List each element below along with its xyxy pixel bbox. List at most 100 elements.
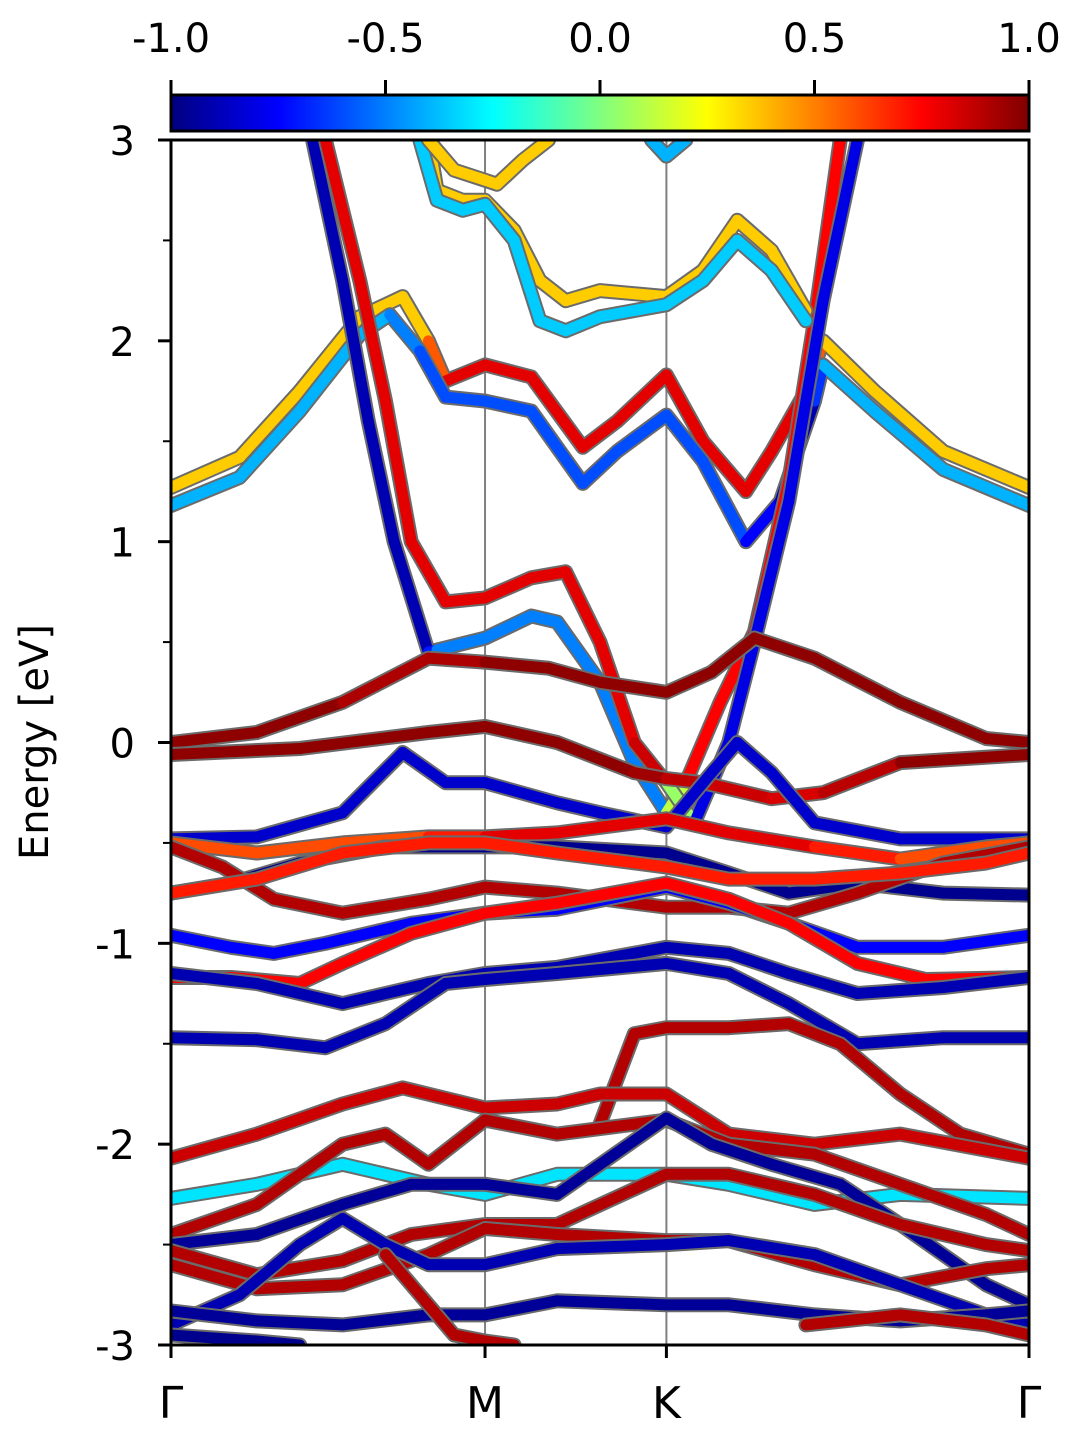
band-segment	[479, 881, 563, 899]
band-segment	[594, 1028, 640, 1130]
band-segment	[551, 847, 672, 873]
band-segment	[517, 140, 555, 166]
band-segment	[937, 445, 1029, 493]
band-segment	[551, 877, 672, 909]
band-segment	[479, 1223, 563, 1241]
band-segment	[980, 1208, 1029, 1241]
band-segment	[380, 1249, 434, 1311]
band-segment	[294, 1212, 349, 1251]
band-segment	[723, 947, 795, 979]
band-segment	[660, 1235, 735, 1251]
band-segment	[723, 893, 795, 929]
band-segment	[551, 737, 640, 779]
band-segment	[380, 1128, 434, 1170]
bands	[171, 140, 1029, 1345]
band-segment	[380, 1239, 434, 1271]
band-segment	[337, 747, 409, 819]
band-segment	[414, 140, 443, 206]
band-segment	[817, 757, 906, 799]
band-segment	[680, 696, 726, 789]
band-segment	[234, 405, 306, 483]
band-segment	[937, 887, 1029, 901]
band-segment	[697, 234, 743, 287]
band-segment	[294, 957, 349, 989]
band-segment	[479, 610, 537, 644]
band-segment	[251, 1198, 349, 1241]
band-segment	[319, 917, 417, 949]
band-segment	[307, 140, 349, 287]
band-segment	[560, 285, 606, 307]
band-segment	[706, 1138, 778, 1170]
band-segment	[422, 140, 460, 176]
band-segment	[479, 720, 563, 748]
band-segment	[525, 405, 589, 489]
band-segment	[783, 967, 863, 1000]
band-segment	[809, 1128, 906, 1150]
band-segment	[894, 696, 992, 744]
band-segment	[723, 1128, 820, 1150]
band-segment	[937, 463, 1029, 512]
colorbar: -1.0 -0.5 0.0 0.5 1.0	[132, 16, 1061, 133]
band-segment	[414, 345, 452, 403]
band-segment	[894, 1178, 992, 1220]
band-segment	[560, 311, 606, 337]
band	[171, 630, 1029, 750]
band-segment	[171, 1032, 263, 1046]
band-segment	[234, 1239, 306, 1301]
band-segment	[660, 957, 735, 979]
y-tick-label: -3	[95, 1324, 135, 1370]
band-segment	[251, 847, 349, 885]
band-segment	[551, 1112, 672, 1200]
band-segment	[551, 1088, 606, 1110]
band-segment	[731, 214, 778, 256]
band-segment	[171, 929, 237, 953]
colorbar-tick-label: -0.5	[346, 16, 424, 62]
band-segment	[479, 777, 563, 809]
band-segment	[980, 1239, 1029, 1257]
band-segment	[660, 941, 735, 959]
band-segment	[422, 335, 452, 387]
band-segment	[697, 435, 752, 497]
band-segment	[660, 140, 692, 162]
y-tick-label: 2	[110, 320, 135, 366]
band-segment	[551, 941, 672, 973]
band-segment	[337, 1128, 391, 1150]
band-segment	[731, 737, 778, 779]
band-segment	[817, 359, 881, 417]
band-segment	[723, 827, 820, 853]
band-segment	[809, 1249, 906, 1291]
band-segment	[479, 1295, 563, 1321]
band	[171, 1327, 308, 1345]
band-segment	[577, 445, 623, 489]
band-segment	[817, 140, 863, 307]
band-segment	[851, 957, 932, 985]
band-segment	[937, 971, 1029, 994]
band-segment	[479, 827, 563, 843]
x-tick-label: Γ	[159, 1378, 184, 1429]
band-segment	[660, 877, 735, 905]
colorbar-tick-label: 0.0	[568, 16, 632, 62]
band-segment	[851, 982, 949, 1000]
band-segment	[397, 1082, 491, 1114]
x-tick-label: K	[652, 1378, 682, 1429]
band-segment	[171, 1198, 263, 1241]
band-segment	[980, 1319, 1029, 1341]
band-segment	[440, 391, 491, 407]
band-segment	[171, 1128, 263, 1164]
band-segment	[479, 897, 563, 919]
band-segment	[660, 666, 718, 698]
x-tick-label: Γ	[1017, 1378, 1042, 1429]
band-segment	[766, 767, 820, 829]
band-segment	[234, 385, 306, 463]
y-tick-label: 3	[110, 119, 135, 165]
band-segment	[723, 1168, 820, 1200]
band-segment	[251, 1279, 349, 1295]
band-segment	[577, 415, 623, 453]
band-segment	[766, 1158, 846, 1190]
band-segment	[660, 369, 709, 447]
band-segment	[611, 409, 672, 457]
band-segment	[594, 676, 672, 698]
band-segment	[171, 471, 246, 512]
band-segment	[723, 1138, 820, 1160]
band-segment	[397, 291, 434, 347]
